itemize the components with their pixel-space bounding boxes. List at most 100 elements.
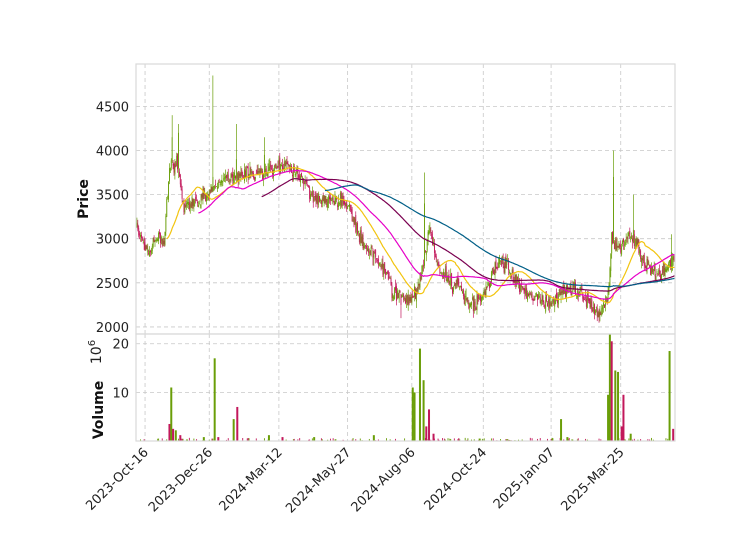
candle-up [424,203,425,266]
price-tick-label: 4000 [96,144,129,159]
candle-down [424,251,426,252]
candle-down [413,295,415,297]
candle-up [398,289,400,300]
candle-up [569,284,571,289]
candle-up [263,173,264,181]
candle-up [149,250,151,257]
volume-scale-label: 106 [87,340,105,364]
candle-up [331,196,333,201]
candle-up [316,195,318,204]
x-tick-label: 2024-Oct-24 [422,445,490,513]
candle-up [665,269,667,272]
candle-down [529,293,531,295]
candle-down [647,259,649,265]
volume-bar [547,438,548,441]
candle-up [631,235,633,239]
candle-up [304,179,306,186]
candle-down [612,231,614,244]
volume-bar [372,435,375,441]
candle-down [518,281,520,292]
volume-bar [667,438,669,441]
candle-up [156,239,158,242]
candle-up [415,289,417,302]
candle-down [138,228,140,236]
volume-bar [187,439,188,441]
candle-down [512,269,514,282]
candle-up [623,244,625,246]
candle-down [489,283,491,289]
candle-up [223,177,225,181]
volume-bar [217,437,220,441]
candle-down [585,297,586,299]
candle-down [298,176,300,178]
candle-up [313,196,315,202]
candle-up [417,281,419,292]
volume-bar [321,439,323,441]
candle-down [297,169,299,181]
candle-down [159,233,161,243]
volume-bar [473,439,475,441]
candle-up [169,168,170,182]
volume-bar [248,438,250,441]
candle-down [395,286,397,291]
candle-up [217,181,219,189]
candle-down [439,268,441,274]
candle-up [367,248,368,252]
candle-up [607,291,609,302]
candle-up [625,239,627,241]
candle-down [524,288,526,294]
candle-up [187,201,188,204]
candle-down [180,183,182,191]
volume-bar [492,438,494,441]
candle-up [499,256,501,264]
candle-up [269,164,271,167]
candle-down [137,224,139,230]
candle-up [234,172,236,179]
candle-up [601,307,603,315]
candle-down [188,202,190,210]
candle-up [251,172,253,175]
candle-up [273,165,275,171]
candle-up [535,296,537,297]
candle-up [368,251,370,254]
candle-down [432,236,434,246]
x-tick-label: 2025-Jan-07 [491,445,558,512]
candle-down [542,295,544,302]
candle-down [420,274,422,279]
volume-bar [432,433,435,441]
volume-bar [352,438,354,441]
candle-up [597,312,599,318]
candle-up [405,295,407,303]
candle-up [165,215,167,232]
candle-up [527,293,529,301]
candle-down [589,298,591,308]
candle-down [458,285,460,288]
volume-bar [355,439,357,441]
candle-down [246,166,248,168]
candle-up [624,241,626,245]
candle-up [136,222,138,228]
candle-up [268,166,270,171]
volume-bar [617,371,620,441]
candle-up [257,171,259,174]
candle-down [255,173,257,175]
candle-down [374,252,376,254]
candle-down [604,304,605,308]
candle-up [213,186,215,189]
candle-up [471,297,473,300]
candle-up [579,286,581,295]
candle-down [486,286,488,288]
volume-bar [598,438,600,441]
candle-down [360,230,362,244]
volume-bar [368,438,370,441]
volume-bar [444,439,446,441]
volume-bar [386,438,387,441]
volume-bar [242,438,244,441]
candle-down [659,270,661,275]
candle-up [244,169,245,182]
candle-up [652,269,654,275]
volume-bar [157,438,159,441]
candle-down [376,258,378,260]
volume-bar [576,439,578,441]
